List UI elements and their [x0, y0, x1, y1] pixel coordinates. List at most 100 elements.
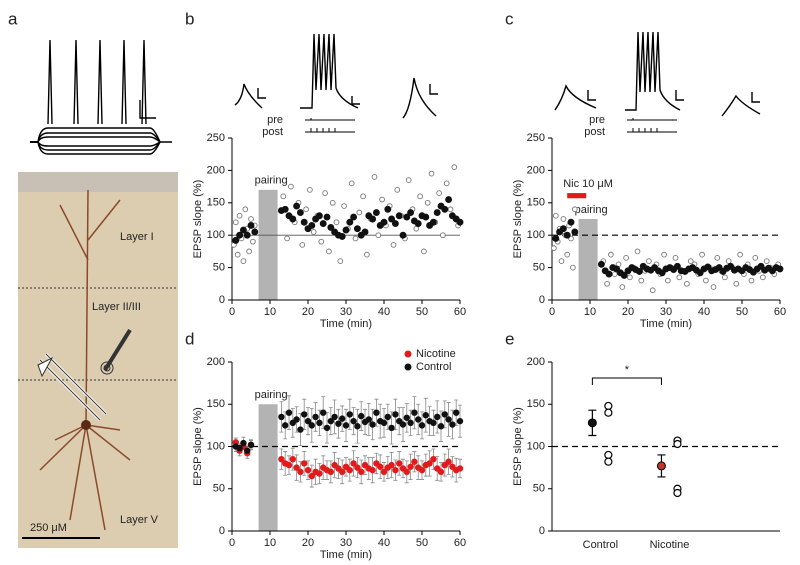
data-point: [281, 205, 289, 213]
data-point: [247, 222, 255, 229]
data-point: [456, 218, 464, 226]
data-point: [620, 271, 628, 279]
data-point: [341, 203, 347, 209]
data-point: [661, 251, 667, 258]
data-point: [415, 416, 422, 423]
data-point: [365, 416, 372, 423]
x-tick-label: 60: [454, 306, 466, 318]
data-point: [433, 209, 441, 216]
data-point: [380, 468, 388, 476]
data-point: [377, 463, 384, 470]
data-point: [293, 202, 301, 210]
data-point: [737, 251, 743, 258]
data-point: [289, 215, 297, 223]
data-point: [634, 248, 641, 255]
data-point: [240, 439, 247, 447]
data-point: [437, 468, 445, 476]
data-point: [337, 258, 344, 264]
data-point: [346, 411, 353, 418]
data-point: [296, 209, 304, 216]
data-point: [445, 458, 452, 465]
x-tick-label: 10: [264, 306, 276, 318]
panel-a-traces: [30, 39, 172, 155]
data-point: [608, 251, 614, 258]
data-point: [407, 463, 414, 470]
data-point: [673, 488, 682, 498]
y-tick-label: 100: [207, 229, 225, 241]
y-axis-label: EPSP slope (%): [192, 407, 204, 486]
x-tick-label: 30: [660, 306, 672, 318]
data-point: [293, 464, 300, 471]
x-axis-label: Time (min): [320, 549, 372, 561]
data-point: [441, 411, 448, 418]
data-point: [236, 444, 243, 452]
data-point: [430, 419, 437, 427]
data-point: [673, 262, 681, 270]
data-point: [333, 219, 340, 226]
data-point: [242, 206, 249, 213]
data-point: [348, 180, 355, 187]
data-point: [665, 277, 671, 284]
data-point: [380, 419, 388, 427]
data-point: [350, 213, 358, 221]
data-point: [372, 209, 380, 216]
data-point: [445, 196, 453, 204]
data-point: [395, 212, 403, 220]
data-point: [299, 242, 306, 248]
data-point: [353, 225, 361, 233]
data-point: [301, 460, 308, 467]
y-tick-label: 0: [539, 525, 545, 537]
data-point: [604, 457, 613, 466]
y-tick-label: 100: [527, 229, 545, 241]
panel-label: a: [8, 9, 18, 28]
data-point: [430, 455, 437, 463]
panel-label: c: [505, 9, 514, 28]
data-point: [413, 225, 420, 232]
data-point: [239, 226, 247, 234]
y-tick-label: 150: [207, 398, 225, 410]
data-point: [703, 277, 709, 284]
data-point: [358, 412, 365, 420]
epsp-insets-b: [234, 33, 438, 133]
data-point: [551, 245, 557, 252]
data-point: [384, 413, 391, 421]
data-point: [364, 251, 370, 258]
data-point: [315, 212, 323, 220]
data-point: [623, 255, 629, 261]
x-tick-label: 20: [302, 306, 314, 318]
panel-label: b: [185, 9, 194, 28]
data-point: [380, 218, 388, 226]
data-point: [244, 447, 251, 454]
data-point: [327, 468, 334, 476]
data-point: [338, 233, 346, 240]
data-point: [673, 439, 682, 449]
y-axis-label: EPSP slope (%): [512, 407, 524, 486]
y-tick-label: 100: [207, 440, 225, 452]
data-point: [342, 226, 350, 234]
data-point: [304, 417, 312, 425]
data-point: [384, 205, 392, 213]
data-point: [687, 258, 694, 264]
data-point: [453, 409, 460, 416]
layer-label: Layer I: [120, 231, 154, 243]
data-point: [434, 413, 441, 421]
y-tick-label: 100: [527, 440, 545, 452]
data-point: [280, 193, 287, 200]
data-point: [316, 470, 323, 477]
band: [567, 193, 587, 199]
y-tick-label: 0: [219, 294, 225, 306]
x-tick-label: Control: [583, 539, 618, 551]
data-point: [422, 213, 430, 221]
data-point: [375, 232, 382, 239]
y-axis-label: EPSP slope (%): [192, 180, 204, 259]
data-point: [246, 248, 252, 255]
data-point: [360, 193, 366, 200]
data-point: [307, 186, 313, 193]
data-point: [371, 174, 378, 180]
y-tick-label: 200: [527, 356, 545, 368]
x-tick-label: 0: [229, 537, 235, 549]
data-point: [293, 416, 300, 423]
y-tick-label: 250: [527, 132, 545, 144]
y-tick-label: 150: [207, 197, 225, 209]
